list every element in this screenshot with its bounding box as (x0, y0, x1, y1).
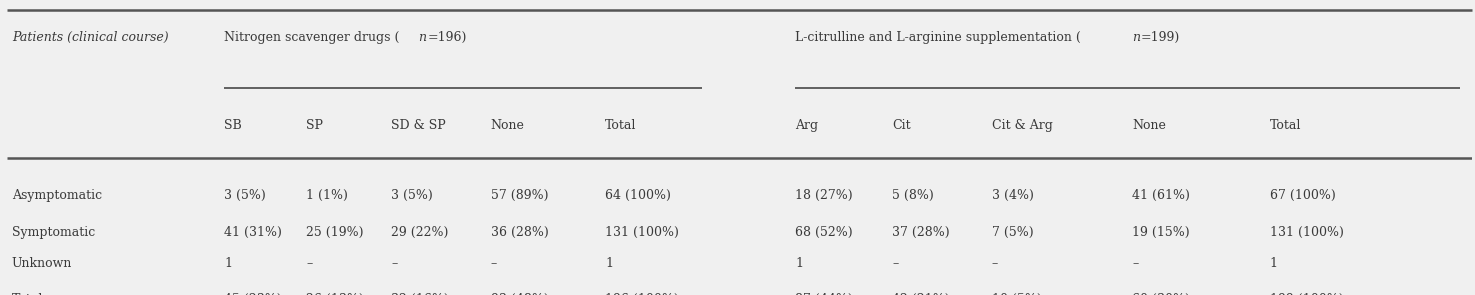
Text: 57 (89%): 57 (89%) (491, 189, 549, 202)
Text: 18 (27%): 18 (27%) (795, 189, 853, 202)
Text: Cit: Cit (892, 119, 910, 132)
Text: 3 (4%): 3 (4%) (991, 189, 1034, 202)
Text: –: – (892, 257, 898, 270)
Text: 29 (22%): 29 (22%) (391, 226, 448, 239)
Text: Total: Total (1270, 119, 1301, 132)
Text: 3 (5%): 3 (5%) (224, 189, 266, 202)
Text: 131 (100%): 131 (100%) (1270, 226, 1344, 239)
Text: n: n (419, 31, 426, 44)
Text: –: – (491, 257, 497, 270)
Text: 60 (30%): 60 (30%) (1133, 293, 1190, 295)
Text: 5 (8%): 5 (8%) (892, 189, 934, 202)
Text: 93 (48%): 93 (48%) (491, 293, 549, 295)
Text: 131 (100%): 131 (100%) (605, 226, 679, 239)
Text: –: – (391, 257, 397, 270)
Text: 32 (16%): 32 (16%) (391, 293, 448, 295)
Text: L-citrulline and L-arginine supplementation (: L-citrulline and L-arginine supplementat… (795, 31, 1081, 44)
Text: 68 (52%): 68 (52%) (795, 226, 853, 239)
Text: None: None (491, 119, 525, 132)
Text: Nitrogen scavenger drugs (: Nitrogen scavenger drugs ( (224, 31, 400, 44)
Text: 64 (100%): 64 (100%) (605, 189, 671, 202)
Text: Cit & Arg: Cit & Arg (991, 119, 1053, 132)
Text: 45 (23%): 45 (23%) (224, 293, 282, 295)
Text: SD & SP: SD & SP (391, 119, 445, 132)
Text: –: – (991, 257, 999, 270)
Text: 7 (5%): 7 (5%) (991, 226, 1034, 239)
Text: n: n (1131, 31, 1140, 44)
Text: SP: SP (307, 119, 323, 132)
Text: 196 (100%): 196 (100%) (605, 293, 679, 295)
Text: 25 (19%): 25 (19%) (307, 226, 364, 239)
Text: 3 (5%): 3 (5%) (391, 189, 432, 202)
Text: Total: Total (12, 293, 43, 295)
Text: –: – (307, 257, 313, 270)
Text: 37 (28%): 37 (28%) (892, 226, 950, 239)
Text: Symptomatic: Symptomatic (12, 226, 94, 239)
Text: 1: 1 (1270, 257, 1277, 270)
Text: 19 (15%): 19 (15%) (1133, 226, 1190, 239)
Text: 41 (61%): 41 (61%) (1133, 189, 1190, 202)
Text: 67 (100%): 67 (100%) (1270, 189, 1336, 202)
Text: 1: 1 (605, 257, 614, 270)
Text: Unknown: Unknown (12, 257, 72, 270)
Text: SB: SB (224, 119, 242, 132)
Text: 87 (44%): 87 (44%) (795, 293, 853, 295)
Text: Asymptomatic: Asymptomatic (12, 189, 102, 202)
Text: 36 (28%): 36 (28%) (491, 226, 549, 239)
Text: 1: 1 (224, 257, 232, 270)
Text: 26 (13%): 26 (13%) (307, 293, 364, 295)
Text: None: None (1133, 119, 1167, 132)
Text: 42 (21%): 42 (21%) (892, 293, 950, 295)
Text: 41 (31%): 41 (31%) (224, 226, 282, 239)
Text: =199): =199) (1140, 31, 1180, 44)
Text: 1 (1%): 1 (1%) (307, 189, 348, 202)
Text: 10 (5%): 10 (5%) (991, 293, 1041, 295)
Text: =196): =196) (428, 31, 466, 44)
Text: –: – (1133, 257, 1139, 270)
Text: 1: 1 (795, 257, 804, 270)
Text: 199 (100%): 199 (100%) (1270, 293, 1344, 295)
Text: Total: Total (605, 119, 636, 132)
Text: Arg: Arg (795, 119, 819, 132)
Text: Patients (clinical course): Patients (clinical course) (12, 31, 168, 44)
